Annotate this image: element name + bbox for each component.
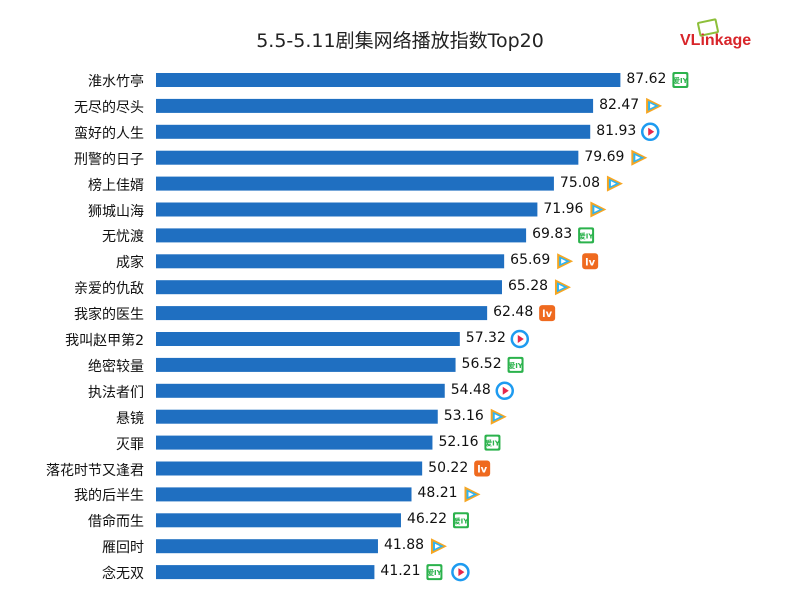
value-label: 62.48 <box>493 304 534 321</box>
youku-icon <box>451 562 470 582</box>
tencent-video-icon <box>554 279 571 296</box>
category-label: 落花时节又逢君 <box>46 462 144 479</box>
category-label: 借命而生 <box>88 514 144 531</box>
value-label: 48.21 <box>417 485 458 502</box>
category-label: 榜上佳婿 <box>88 177 144 194</box>
value-label: 69.83 <box>532 226 573 243</box>
bar-17 <box>156 487 412 502</box>
value-label: 46.22 <box>406 511 448 528</box>
bar-13 <box>156 383 445 398</box>
iqiyi-icon: 爱IY <box>452 512 470 529</box>
value-label: 75.08 <box>559 174 601 191</box>
bar-1 <box>156 73 621 87</box>
category-label: 淮水竹亭 <box>88 74 144 90</box>
category-label: 成家 <box>116 255 144 272</box>
mgtv-icon: lv <box>539 305 556 322</box>
category-label: 灭罪 <box>116 436 144 453</box>
value-label: 81.93 <box>596 122 637 139</box>
bar-7 <box>156 228 527 243</box>
bar-14 <box>156 409 438 424</box>
mgtv-icon: lv <box>582 253 599 270</box>
category-label: 绝密较量 <box>88 358 144 375</box>
category-label: 蛮好的人生 <box>74 125 144 142</box>
tencent-video-icon <box>557 253 574 270</box>
category-label: 无尽的尽头 <box>74 99 144 116</box>
bar-10 <box>156 306 488 321</box>
chart-title: 5.5-5.11剧集网络播放指数Top20 <box>256 30 544 52</box>
value-label: 41.88 <box>383 537 425 554</box>
value-label: 52.16 <box>438 433 479 450</box>
tencent-video-icon <box>606 175 623 192</box>
svg-text:lv: lv <box>542 309 552 320</box>
bar-2 <box>156 98 594 113</box>
value-label: 53.16 <box>443 407 484 424</box>
svg-text:爱IY: 爱IY <box>508 361 524 370</box>
value-label: 54.48 <box>450 381 491 398</box>
tencent-video-icon <box>430 538 447 555</box>
iqiyi-icon: 爱IY <box>672 72 689 88</box>
logo-text: VLinkage <box>680 32 752 49</box>
mgtv-icon: lv <box>474 460 491 477</box>
bar-18 <box>156 513 401 528</box>
svg-text:lv: lv <box>477 465 487 476</box>
bar-8 <box>156 254 505 269</box>
bar-16 <box>156 461 423 476</box>
bar-5 <box>156 176 554 191</box>
tencent-video-icon <box>646 97 663 114</box>
bar-3 <box>156 124 591 139</box>
bar-15 <box>156 435 433 450</box>
value-label: 79.69 <box>584 148 625 165</box>
value-label: 65.69 <box>510 252 551 269</box>
category-label: 我的后半生 <box>74 488 144 505</box>
category-label: 雁回时 <box>102 540 144 557</box>
vlinkage-logo: VLinkage <box>680 18 760 52</box>
svg-text:爱IY: 爱IY <box>485 439 501 448</box>
category-label: 悬镜 <box>116 410 144 427</box>
iqiyi-icon: 爱IY <box>484 434 501 451</box>
category-label: 无忧渡 <box>102 229 144 246</box>
iqiyi-icon: 爱IY <box>578 227 595 244</box>
value-label: 50.22 <box>428 459 469 476</box>
bar-12 <box>156 357 456 372</box>
category-label: 我家的医生 <box>74 307 144 324</box>
youku-icon <box>510 329 530 349</box>
value-label: 57.32 <box>465 330 506 346</box>
value-label: 65.28 <box>507 278 549 295</box>
svg-text:爱IY: 爱IY <box>673 76 689 85</box>
value-label: 56.52 <box>461 355 502 372</box>
bar-9 <box>156 280 502 295</box>
category-label: 刑警的日子 <box>74 151 144 168</box>
tencent-video-icon <box>590 201 607 218</box>
tencent-video-icon <box>631 149 648 166</box>
svg-text:爱IY: 爱IY <box>579 231 595 240</box>
tencent-video-icon <box>464 486 481 503</box>
svg-text:lv: lv <box>585 257 595 268</box>
tencent-video-icon <box>490 408 507 425</box>
bar-20 <box>156 565 375 580</box>
svg-text:爱IY: 爱IY <box>454 516 470 525</box>
bar-11 <box>156 332 460 346</box>
bar-19 <box>156 539 378 554</box>
iqiyi-icon: 爱IY <box>426 564 443 581</box>
bar-4 <box>156 150 579 165</box>
value-label: 82.47 <box>599 96 640 113</box>
bar-6 <box>156 202 538 217</box>
category-label: 我叫赵甲第2 <box>65 333 144 349</box>
value-label: 41.21 <box>380 563 421 580</box>
value-label: 87.62 <box>626 71 667 87</box>
youku-icon <box>640 122 660 142</box>
category-label: 念无双 <box>102 566 144 583</box>
iqiyi-icon: 爱IY <box>507 356 524 373</box>
category-label: 亲爱的仇敌 <box>74 281 144 298</box>
svg-text:爱IY: 爱IY <box>427 568 443 577</box>
category-label: 执法者们 <box>88 384 144 401</box>
youku-icon <box>495 381 514 401</box>
category-label: 狮城山海 <box>88 203 144 220</box>
value-label: 71.96 <box>543 200 584 217</box>
